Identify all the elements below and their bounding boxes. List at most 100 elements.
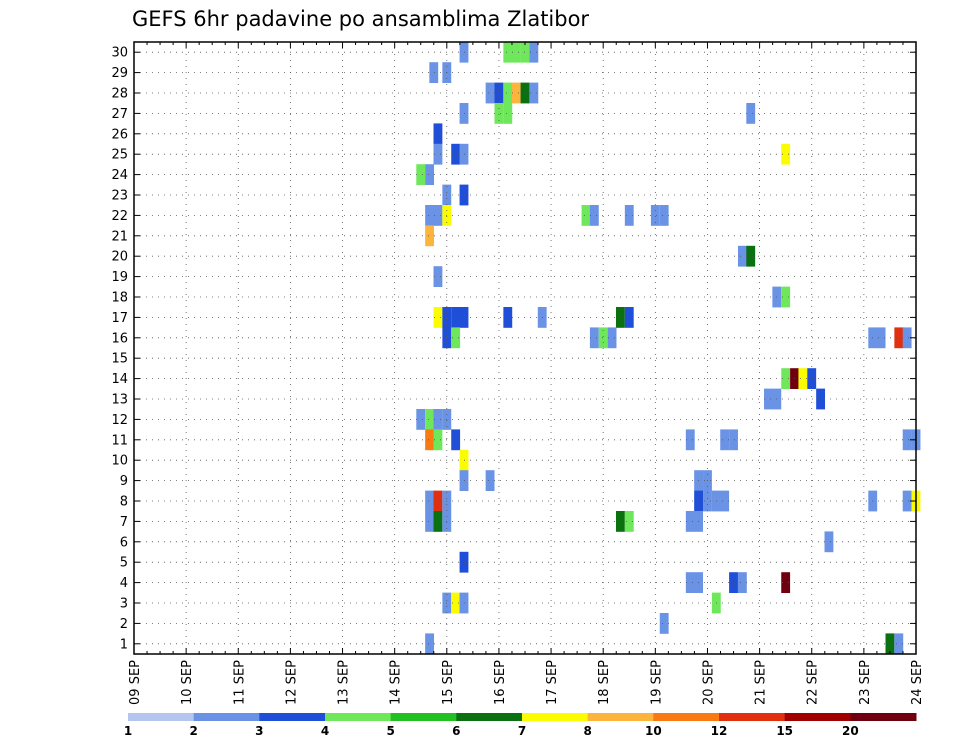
heatmap-cell (433, 123, 443, 145)
heatmap-cell (494, 103, 504, 124)
heatmap-cell (425, 164, 435, 186)
legend-swatch (850, 713, 917, 721)
y-tick-label: 22 (111, 209, 128, 224)
heatmap-cell (425, 409, 435, 430)
x-tick-label: 18 SEP (597, 660, 612, 705)
y-tick-label: 3 (120, 597, 128, 612)
heatmap-cell (503, 41, 513, 63)
y-tick-label: 12 (111, 413, 128, 428)
legend-swatch (259, 713, 326, 721)
heatmap-cell (589, 205, 599, 226)
heatmap-cell (503, 103, 513, 124)
y-axis-labels: 1234567891011121314151617181920212223242… (111, 46, 128, 653)
x-tick-label: 20 SEP (701, 660, 716, 705)
heatmap-cell (902, 327, 912, 349)
heatmap-cell (607, 327, 617, 349)
heatmap-cell (529, 82, 539, 104)
heatmap-cell (876, 327, 886, 349)
heatmap-cell (902, 490, 912, 512)
y-tick-label: 1 (120, 637, 128, 652)
heatmap-cell (885, 633, 895, 655)
y-tick-label: 26 (111, 127, 128, 142)
heatmap-cell (433, 307, 443, 328)
heatmap-cell (433, 429, 443, 451)
legend-label: 12 (711, 724, 728, 738)
heatmap-cell (720, 490, 730, 512)
x-axis-labels: 09 SEP 10 SEP 11 SEP 12 SEP 13 SEP 14 SEP 15 S… (128, 660, 925, 705)
x-tick-label: 22 SEP (806, 660, 821, 705)
color-legend: 1 2 3 4 5 6 7 8 10 12 15 20 (124, 713, 917, 738)
y-tick-label: 8 (120, 495, 128, 510)
legend-label: 20 (842, 724, 859, 738)
grid-layer (134, 42, 916, 654)
legend-swatch (719, 713, 786, 721)
heatmap-cell (451, 143, 461, 165)
y-tick-label: 7 (120, 515, 128, 530)
legend-swatch (128, 713, 195, 721)
y-tick-label: 23 (111, 189, 128, 204)
heatmap-cell (764, 388, 773, 410)
y-tick-label: 19 (111, 270, 128, 285)
heatmap-cell (659, 613, 669, 634)
heatmap-cell (416, 164, 426, 186)
legend-label: 4 (321, 724, 329, 738)
heatmap-cell (729, 572, 738, 594)
heatmap-cell (902, 429, 912, 451)
heatmap-cell (485, 82, 495, 104)
heatmap-cell (737, 245, 747, 267)
x-tick-label: 16 SEP (493, 660, 508, 705)
heatmap-cell (781, 143, 791, 165)
y-tick-label: 28 (111, 87, 128, 102)
x-tick-label: 21 SEP (754, 660, 769, 705)
heatmap-cell (589, 327, 599, 349)
heatmap-cell (816, 388, 826, 410)
y-tick-label: 18 (111, 291, 128, 306)
heatmap-cell (433, 205, 443, 226)
x-tick-label: 24 SEP (910, 660, 925, 705)
legend-swatch (587, 713, 654, 721)
y-tick-label: 2 (120, 617, 128, 632)
heatmap-cell (416, 409, 426, 430)
legend-label: 3 (255, 724, 263, 738)
legend-label: 6 (452, 724, 460, 738)
x-tick-label: 15 SEP (441, 660, 456, 705)
heatmap-cell (798, 368, 808, 390)
y-tick-label: 30 (111, 46, 128, 61)
y-tick-label: 10 (111, 454, 128, 469)
y-tick-label: 14 (111, 372, 128, 387)
legend-label: 8 (583, 724, 591, 738)
y-tick-label: 6 (120, 535, 128, 550)
y-tick-label: 24 (111, 168, 128, 183)
legend-label: 7 (518, 724, 526, 738)
heatmap-cell (511, 41, 521, 63)
legend-label: 5 (386, 724, 394, 738)
heatmap-cell (451, 592, 461, 614)
legend-swatch (456, 713, 523, 721)
heatmap-cell (425, 511, 435, 532)
heatmap-cell (624, 205, 634, 226)
heatmap-cell (433, 511, 443, 532)
x-tick-label: 23 SEP (858, 660, 873, 705)
chart-title: GEFS 6hr padavine po ansamblima Zlatibor (132, 7, 589, 31)
heatmap-cell (824, 531, 834, 553)
heatmap-cell (894, 327, 904, 349)
heatmap-cell (894, 633, 904, 655)
y-tick-label: 20 (111, 250, 128, 265)
ticks-layer (133, 42, 917, 654)
legend-label: 1 (124, 724, 132, 738)
x-tick-label: 10 SEP (180, 660, 195, 705)
legend-swatch (653, 713, 720, 721)
heatmap-cell (529, 41, 539, 63)
heatmap-cell (659, 205, 669, 226)
heatmap-cell (781, 572, 791, 594)
heatmap-cell (433, 490, 443, 512)
heatmap-cell (511, 82, 521, 104)
heatmap-cell (425, 633, 435, 655)
heatmap-cell (746, 245, 756, 267)
x-tick-label: 14 SEP (389, 660, 404, 705)
heatmap-cell (433, 409, 443, 430)
y-tick-label: 9 (120, 474, 128, 489)
legend-swatch (325, 713, 392, 721)
heatmap-cell (425, 490, 435, 512)
y-tick-label: 25 (111, 148, 128, 163)
